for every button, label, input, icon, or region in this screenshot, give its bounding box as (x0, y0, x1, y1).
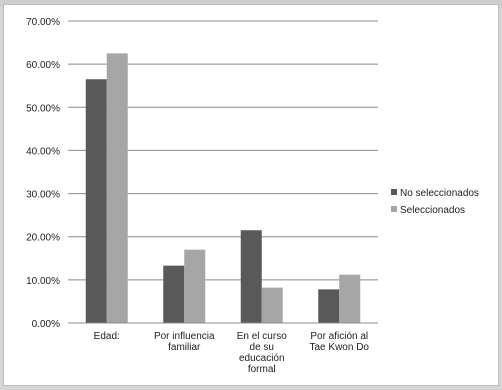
bar (339, 274, 361, 323)
x-category-label-line: familiar (168, 342, 201, 353)
bar (318, 289, 340, 323)
y-axis-ticks: 0.00% 10.00% 20.00% 30.00% 40.00% 50.00% 60.00… (26, 17, 60, 330)
bar (163, 265, 185, 323)
legend-label: No seleccionados (400, 188, 479, 199)
legend-swatch (391, 189, 397, 195)
x-category-label-line: formal (248, 364, 276, 375)
y-tick-label: 20.00% (26, 233, 60, 244)
y-tick-label: 0.00% (32, 319, 60, 330)
y-tick-label: 50.00% (26, 103, 60, 114)
x-category-label: Por influencia familiar (154, 331, 215, 353)
x-category-label-line: Por influencia (154, 331, 215, 342)
bar (240, 230, 262, 323)
x-axis-labels: Edad: Por influencia familiar En el curso de… (94, 331, 370, 375)
y-tick-label: 30.00% (26, 190, 60, 201)
top-strip (0, 0, 502, 6)
y-tick-label: 10.00% (26, 276, 60, 287)
x-category-label: Por afición al Tae Kwon Do (310, 331, 370, 353)
y-tick-label: 70.00% (26, 17, 60, 28)
legend-label: Seleccionados (400, 205, 465, 216)
legend-swatch (391, 206, 397, 212)
bar (261, 287, 283, 323)
y-tick-label: 40.00% (26, 146, 60, 157)
x-category-label-line: de su (250, 342, 274, 353)
y-tick-label: 60.00% (26, 60, 60, 71)
x-category-label-line: Por afición al (310, 331, 368, 342)
x-category-label: Edad: (94, 331, 120, 342)
x-category-label-line: En el curso (237, 331, 287, 342)
bar (184, 249, 206, 323)
bars (85, 53, 361, 323)
bar (85, 79, 107, 323)
x-category-label: En el curso de su educación formal (237, 331, 287, 375)
x-category-label-line: educación (239, 353, 285, 364)
bar (106, 53, 128, 323)
x-category-label-line: Edad: (94, 331, 120, 342)
x-category-label-line: Tae Kwon Do (310, 342, 370, 353)
legend: No seleccionados Seleccionados (391, 188, 479, 216)
